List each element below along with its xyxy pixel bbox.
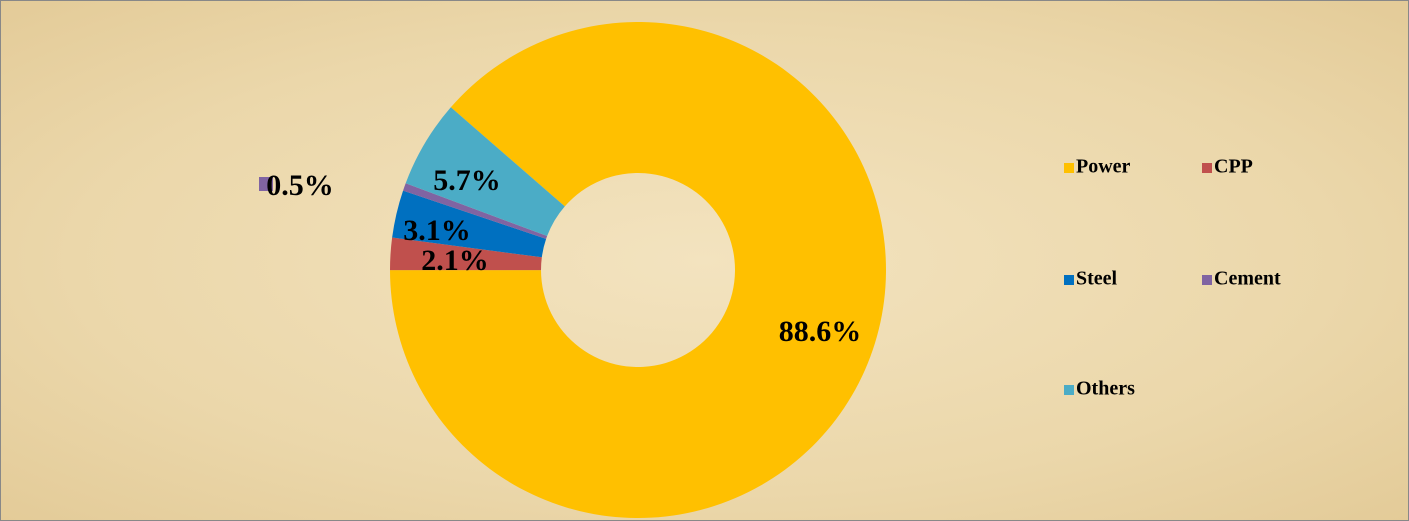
legend-label: Steel [1076, 268, 1118, 290]
legend-key [1064, 385, 1074, 395]
donut-slice [392, 190, 547, 258]
data-label: 88.6% [779, 315, 862, 348]
data-label: 2.1% [421, 244, 489, 277]
legend-key [1064, 163, 1074, 173]
donut-slice [403, 183, 548, 239]
data-label: 5.7% [433, 164, 501, 197]
legend-label: Others [1076, 378, 1135, 400]
legend-key [1202, 275, 1212, 285]
donut-slice [405, 107, 565, 237]
legend-label: Cement [1214, 268, 1281, 290]
data-label: 0.5% [266, 169, 334, 202]
data-label: 3.1% [403, 214, 471, 247]
legend-key [1064, 275, 1074, 285]
legend-label: CPP [1214, 156, 1253, 178]
label-key [259, 177, 273, 191]
legend-label: Power [1076, 156, 1131, 178]
donut-slice [390, 237, 542, 271]
donut-slice [390, 22, 887, 519]
legend-key [1202, 163, 1212, 173]
